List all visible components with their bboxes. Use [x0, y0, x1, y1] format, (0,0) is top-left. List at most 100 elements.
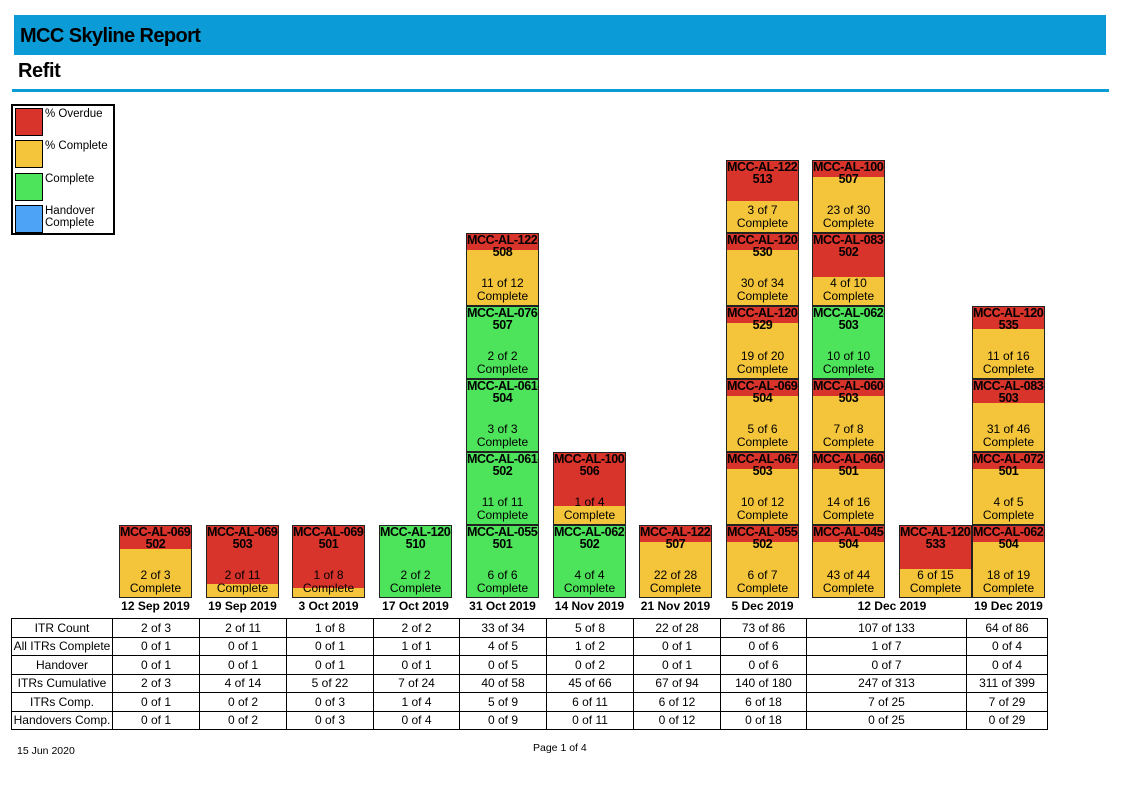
table-cell: 107 of 133 [806, 618, 967, 638]
overdue-fill [727, 526, 798, 542]
itr-card-id: MCC-AL-083- 503 [973, 379, 1045, 405]
week-date-label: 14 Nov 2019 [554, 599, 625, 613]
legend-label: % Complete [45, 140, 108, 152]
week-date-label: 12 Dec 2019 [857, 599, 927, 613]
itr-card[interactable]: MCC-AL-069- 501 1 of 8 Complete [292, 525, 365, 598]
overdue-fill [813, 380, 884, 396]
table-cell: 0 of 1 [286, 636, 374, 656]
itr-card[interactable]: MCC-AL-120- 535 11 of 16 Complete [972, 306, 1045, 379]
itr-card[interactable]: MCC-AL-069- 504 5 of 6 Complete [726, 379, 799, 452]
table-cell: 1 of 8 [286, 618, 374, 638]
itr-card[interactable]: MCC-AL-100- 507 23 of 30 Complete [812, 160, 885, 233]
complete-fill [813, 276, 884, 305]
itr-card[interactable]: MCC-AL-120- 529 19 of 20 Complete [726, 306, 799, 379]
table-cell: 40 of 58 [459, 673, 547, 693]
table-cell: 7 of 25 [806, 692, 967, 712]
itr-card[interactable]: MCC-AL-061- 504 3 of 3 Complete [466, 379, 539, 452]
itr-card-status: 30 of 34 Complete [736, 276, 789, 303]
overdue-fill [640, 526, 711, 542]
itr-card[interactable]: MCC-AL-120- 530 30 of 34 Complete [726, 233, 799, 306]
itr-card[interactable]: MCC-AL-069- 502 2 of 3 Complete [119, 525, 192, 598]
table-cell: 0 of 7 [806, 655, 967, 675]
overdue-fill [900, 526, 971, 569]
itr-card-id: MCC-AL-055- 501 [467, 525, 539, 551]
itr-card[interactable]: MCC-AL-083- 502 4 of 10 Complete [812, 233, 885, 306]
itr-card-id: MCC-AL-072- 501 [973, 452, 1045, 478]
complete-fill [813, 177, 884, 232]
itr-card[interactable]: MCC-AL-062- 504 18 of 19 Complete [972, 525, 1045, 598]
itr-card[interactable]: MCC-AL-062- 503 10 of 10 Complete [812, 306, 885, 379]
legend-swatch-partial [15, 140, 43, 168]
overdue-fill [813, 453, 884, 469]
itr-card[interactable]: MCC-AL-062- 502 4 of 4 Complete [553, 525, 626, 598]
itr-card-status: 6 of 6 Complete [476, 568, 529, 595]
table-cell: 4 of 14 [199, 673, 287, 693]
itr-card[interactable]: MCC-AL-067- 503 10 of 12 Complete [726, 452, 799, 525]
itr-card-id: MCC-AL-060- 503 [813, 379, 885, 405]
itr-card[interactable]: MCC-AL-122- 507 22 of 28 Complete [639, 525, 712, 598]
report-header-bar: MCC Skyline Report [14, 15, 1106, 55]
itr-card-status: 4 of 10 Complete [822, 276, 875, 303]
itr-card-status: 5 of 6 Complete [736, 422, 789, 449]
itr-card-status: 2 of 11 Complete [216, 568, 269, 595]
itr-card-status: 22 of 28 Complete [649, 568, 702, 595]
itr-card-status: 10 of 12 Complete [736, 495, 789, 522]
table-cell: 247 of 313 [806, 673, 967, 693]
table-cell: 0 of 12 [633, 710, 721, 730]
itr-card-status: 2 of 2 Complete [476, 349, 529, 376]
table-cell: 0 of 4 [373, 710, 460, 730]
itr-card[interactable]: MCC-AL-120- 510 2 of 2 Complete [379, 525, 452, 598]
itr-card-id: MCC-AL-122- 508 [467, 233, 539, 259]
overdue-fill [973, 526, 1044, 542]
table-cell: 7 of 29 [966, 692, 1048, 712]
itr-card[interactable]: MCC-AL-083- 503 31 of 46 Complete [972, 379, 1045, 452]
itr-card[interactable]: MCC-AL-120- 533 6 of 15 Complete [899, 525, 972, 598]
overdue-fill [207, 526, 278, 585]
table-cell: 0 of 1 [112, 636, 200, 656]
itr-card-id: MCC-AL-069- 501 [293, 525, 365, 551]
itr-card[interactable]: MCC-AL-061- 502 11 of 11 Complete [466, 452, 539, 525]
itr-card-id: MCC-AL-076- 507 [467, 306, 539, 332]
itr-card[interactable]: MCC-AL-060- 501 14 of 16 Complete [812, 452, 885, 525]
complete-fill [813, 395, 884, 451]
week-date-label: 19 Dec 2019 [974, 599, 1043, 613]
itr-card[interactable]: MCC-AL-122- 508 11 of 12 Complete [466, 233, 539, 306]
report-subtitle: Refit [18, 60, 61, 82]
complete-fill [973, 329, 1044, 378]
table-cell: 0 of 4 [966, 655, 1048, 675]
itr-card-status: 43 of 44 Complete [822, 568, 875, 595]
itr-card[interactable]: MCC-AL-100- 506 1 of 4 Complete [553, 452, 626, 525]
itr-card-status: 6 of 15 Complete [909, 568, 962, 595]
table-cell: 7 of 24 [373, 673, 460, 693]
table-cell: 64 of 86 [966, 618, 1048, 638]
itr-card-id: MCC-AL-062- 504 [973, 525, 1045, 551]
itr-card-id: MCC-AL-083- 502 [813, 233, 885, 259]
itr-card-id: MCC-AL-120- 535 [973, 306, 1045, 332]
week-date-label: 19 Sep 2019 [208, 599, 277, 613]
table-cell: 311 of 399 [966, 673, 1048, 693]
complete-fill [973, 468, 1044, 524]
table-cell: 5 of 22 [286, 673, 374, 693]
week-date-label: 31 Oct 2019 [469, 599, 536, 613]
itr-card[interactable]: MCC-AL-072- 501 4 of 5 Complete [972, 452, 1045, 525]
itr-card-id: MCC-AL-122- 507 [640, 525, 712, 551]
itr-card[interactable]: MCC-AL-060- 503 7 of 8 Complete [812, 379, 885, 452]
row-label: ITRs Comp. [11, 692, 113, 712]
table-cell: 0 of 1 [633, 636, 721, 656]
itr-card[interactable]: MCC-AL-055- 501 6 of 6 Complete [466, 525, 539, 598]
itr-card[interactable]: MCC-AL-045- 504 43 of 44 Complete [812, 525, 885, 598]
itr-card-status: 23 of 30 Complete [822, 203, 875, 230]
overdue-fill [727, 307, 798, 323]
overdue-fill [813, 161, 884, 178]
legend-swatch-handover [15, 205, 43, 233]
itr-card[interactable]: MCC-AL-055- 502 6 of 7 Complete [726, 525, 799, 598]
itr-card[interactable]: MCC-AL-076- 507 2 of 2 Complete [466, 306, 539, 379]
itr-card[interactable]: MCC-AL-122- 513 3 of 7 Complete [726, 160, 799, 233]
itr-card[interactable]: MCC-AL-069- 503 2 of 11 Complete [206, 525, 279, 598]
week-date-label: 12 Sep 2019 [121, 599, 190, 613]
table-cell: 0 of 1 [112, 710, 200, 730]
complete-fill [467, 249, 538, 305]
